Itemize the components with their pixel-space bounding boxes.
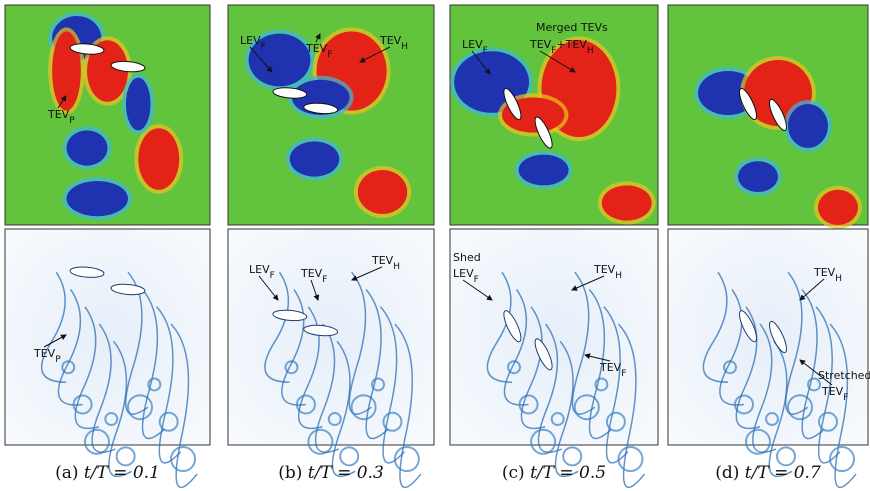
caption: (c) t/T = 0.5	[502, 463, 606, 483]
annotation-subscript: P	[55, 355, 61, 365]
caption: (d) t/T = 0.7	[715, 463, 821, 483]
vortex	[67, 130, 108, 165]
vortex	[519, 155, 569, 186]
annotation: Shed	[453, 251, 481, 264]
panel	[450, 5, 658, 487]
annotation-subscript: P	[69, 116, 75, 126]
annotation-text: LEV	[462, 38, 483, 51]
vortex	[358, 170, 407, 214]
caption-expression: t/T = 0.3	[308, 463, 384, 483]
caption-label: (a)	[55, 463, 78, 483]
panel	[5, 5, 210, 487]
vortex-roll	[618, 447, 642, 471]
panel	[228, 5, 434, 487]
annotation-subscript: F	[270, 271, 275, 281]
vortex-roll	[395, 447, 419, 471]
annotation-text: TEV	[33, 347, 56, 360]
annotation-text: LEV	[240, 34, 261, 47]
caption-label: (d)	[715, 463, 739, 483]
vortex-roll	[171, 447, 195, 471]
annotation-subscript: H	[401, 42, 408, 52]
annotation-subscript: H	[587, 46, 594, 56]
annotation-text: LEV	[453, 267, 474, 280]
annotation-text: TEV	[599, 361, 622, 374]
caption-label: (c)	[502, 463, 525, 483]
caption-expression: t/T = 0.1	[84, 463, 160, 483]
annotation-text: TEV	[565, 38, 588, 51]
annotation-subscript: H	[835, 274, 842, 284]
vortex	[788, 104, 828, 148]
annotation-subscript: F	[261, 42, 266, 52]
annotation-text: TEV	[593, 263, 616, 276]
caption-expression: t/T = 0.7	[745, 463, 821, 483]
vortex	[126, 78, 151, 131]
annotation-text: Merged TEVs	[536, 21, 608, 34]
annotation-text: TEV	[371, 254, 394, 267]
annotation-subscript: H	[393, 262, 400, 272]
vortex	[52, 31, 81, 110]
annotation-subscript: F	[843, 393, 848, 403]
annotation-text: TEV	[813, 266, 836, 279]
annotation-subscript: F	[322, 275, 327, 285]
annotation-text: Shed	[453, 251, 481, 264]
vortex-roll	[830, 447, 854, 471]
annotation-text: TEV	[821, 385, 844, 398]
annotation-subscript: F	[483, 46, 488, 56]
annotation-subscript: H	[615, 271, 622, 281]
caption-label: (b)	[278, 463, 302, 483]
vortex	[138, 128, 179, 190]
annotation-subscript: F	[474, 275, 479, 285]
vortex	[290, 141, 339, 176]
annotation-text: TEV	[300, 267, 323, 280]
annotation: Merged TEVs	[536, 21, 608, 34]
vortex	[602, 185, 652, 220]
annotation-subscript: F	[621, 369, 626, 379]
annotation-text: TEV	[529, 38, 552, 51]
annotation-text: TEV	[47, 108, 70, 121]
caption: (b) t/T = 0.3	[278, 463, 384, 483]
caption-expression: t/T = 0.5	[530, 463, 606, 483]
panel	[668, 5, 868, 487]
vortex	[67, 181, 129, 216]
vortex	[818, 190, 858, 225]
annotation-text: TEV	[305, 42, 328, 55]
vortex	[738, 161, 778, 192]
annotation-text: TEV	[379, 34, 402, 47]
annotation-subscript: F	[327, 50, 332, 60]
annotation-text: LEV	[249, 263, 270, 276]
caption: (a) t/T = 0.1	[55, 463, 160, 483]
annotation-text: +	[556, 38, 565, 51]
figure: TEVPTEVP(a) t/T = 0.1LEVFTEVFTEVHLEVFTEV…	[0, 0, 870, 491]
